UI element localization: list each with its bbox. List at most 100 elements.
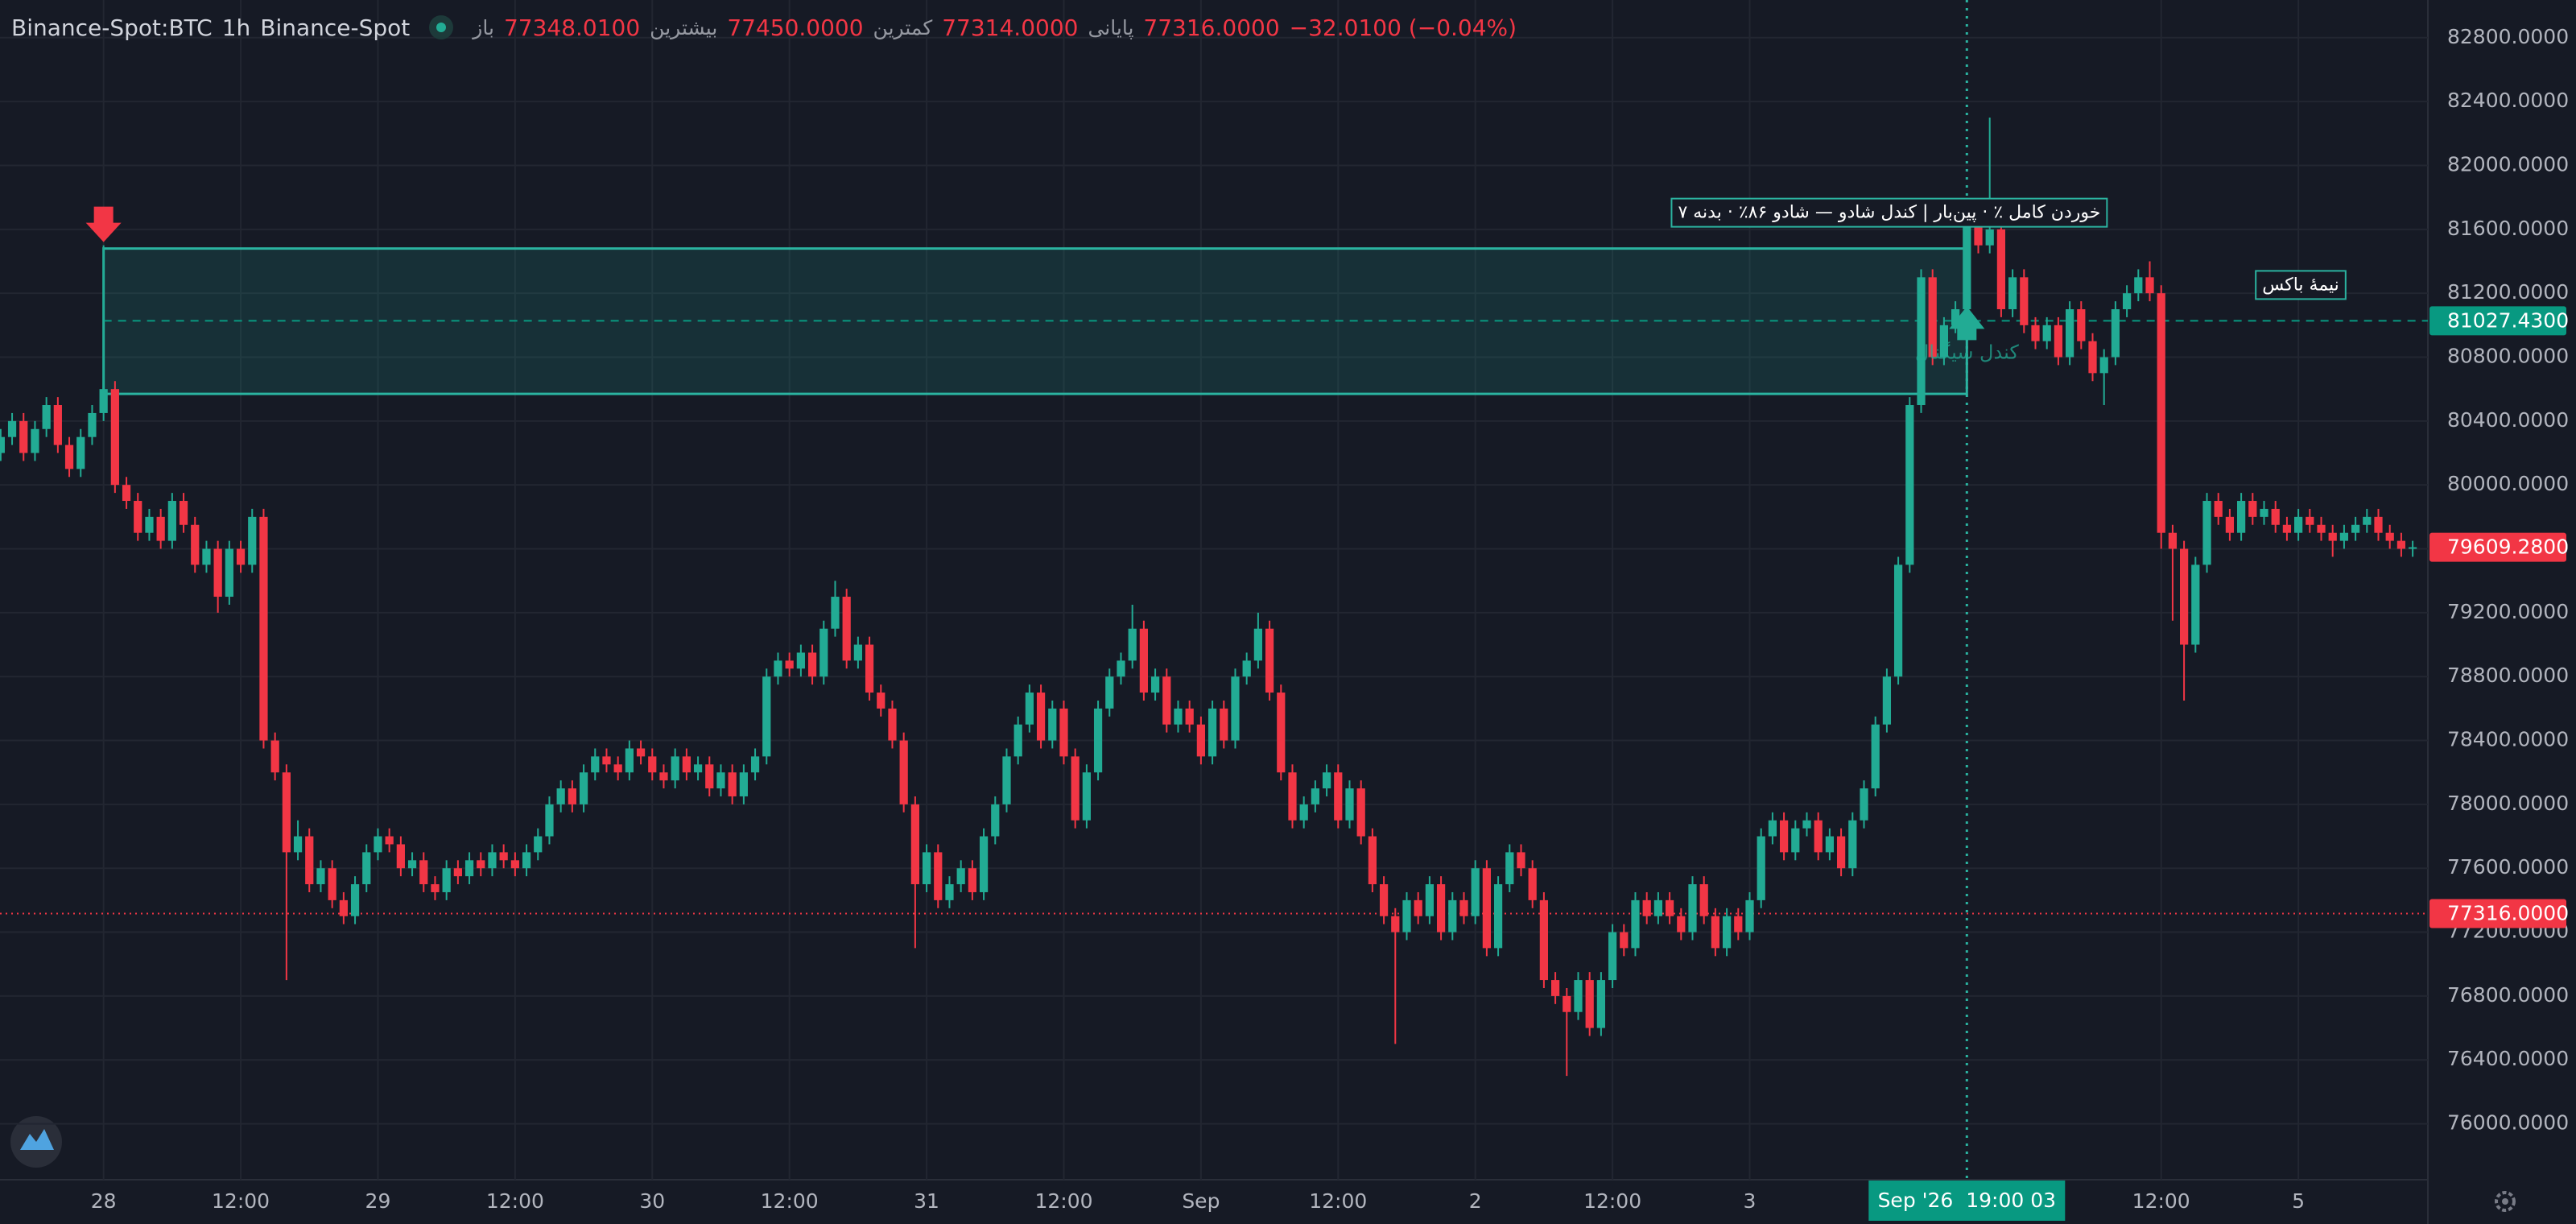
mid-label-text: نیمهٔ باکس xyxy=(2262,275,2339,295)
candle xyxy=(396,836,405,877)
candle-body xyxy=(202,548,211,565)
candle-body xyxy=(1299,804,1308,821)
candle-body xyxy=(2202,501,2211,565)
candle xyxy=(122,477,131,509)
candle-body xyxy=(270,740,279,773)
candle-body xyxy=(979,836,989,892)
candle xyxy=(1574,972,1583,1020)
candle-body xyxy=(2054,325,2063,358)
low-label: کمترین xyxy=(873,15,933,39)
candle xyxy=(968,860,976,900)
candle-body xyxy=(910,804,919,885)
candle-body xyxy=(385,836,394,845)
candle-body xyxy=(316,868,325,885)
candle xyxy=(1345,780,1354,829)
candle xyxy=(1139,620,1148,701)
y-tick-label: 77600.0000 xyxy=(2447,855,2569,879)
candle xyxy=(134,493,142,541)
candle xyxy=(1665,891,1674,924)
candle xyxy=(2191,556,2200,653)
candle-body xyxy=(1974,213,1983,246)
candle xyxy=(1585,972,1594,1036)
candle-body xyxy=(877,693,886,709)
candle xyxy=(1825,828,1835,861)
candle-body xyxy=(1059,708,1068,757)
candle-body xyxy=(534,836,543,853)
candle-body xyxy=(1871,724,1880,789)
x-tick-label: 29 xyxy=(365,1189,391,1213)
candle xyxy=(1322,764,1331,796)
candle xyxy=(2374,508,2383,541)
candle xyxy=(1711,908,1720,957)
candle xyxy=(1436,876,1446,941)
candle-body xyxy=(1939,325,1949,358)
candle-body xyxy=(1711,916,1720,949)
close-label: پایانی xyxy=(1088,15,1134,39)
candle-body xyxy=(259,516,268,741)
x-tick-label: 5 xyxy=(2292,1189,2305,1213)
candle-body xyxy=(88,412,97,437)
x-tick-label: 2 xyxy=(1469,1189,1482,1213)
x-tick-label: 12:00 xyxy=(1309,1189,1367,1213)
candle-body xyxy=(362,852,371,885)
y-tick-label: 81600.0000 xyxy=(2447,217,2569,240)
candle xyxy=(1882,668,1892,733)
candle-body xyxy=(31,428,39,453)
candle xyxy=(99,245,108,421)
candle xyxy=(1379,876,1389,924)
candle xyxy=(774,652,782,685)
status-dot xyxy=(429,15,454,39)
candle-body xyxy=(1128,628,1137,661)
interval[interactable]: 1h xyxy=(221,14,251,41)
candle xyxy=(1608,924,1617,988)
candle-body xyxy=(2214,501,2223,517)
candle xyxy=(945,876,954,908)
candle xyxy=(1368,828,1377,892)
candle xyxy=(853,636,862,669)
settings-button[interactable] xyxy=(2495,1191,2516,1212)
candle xyxy=(1117,652,1125,685)
candle-body xyxy=(556,788,565,804)
candle xyxy=(1814,812,1823,861)
logo[interactable] xyxy=(10,1116,62,1168)
price-tag xyxy=(2429,306,2566,336)
gear-center[interactable] xyxy=(2502,1198,2508,1205)
candle-body xyxy=(888,708,897,741)
y-tick-label: 82800.0000 xyxy=(2447,25,2569,48)
candle-body xyxy=(2374,516,2383,533)
candle-body xyxy=(1757,836,1765,900)
overlay: 76000.000076400.000076800.000077200.0000… xyxy=(85,25,2569,1221)
symbol[interactable]: Binance-Spot:BTC xyxy=(11,14,213,41)
candle xyxy=(762,668,771,765)
candle-body xyxy=(1425,884,1435,916)
candle-body xyxy=(1574,980,1583,1012)
candle-body xyxy=(1345,788,1354,821)
candle-body xyxy=(1311,788,1319,804)
candle xyxy=(2351,516,2360,541)
candle xyxy=(1620,924,1629,957)
candle-body xyxy=(1951,309,1960,325)
candle xyxy=(1757,828,1765,908)
sell-arrow xyxy=(85,206,122,242)
price-tag xyxy=(2429,899,2566,928)
candle-body xyxy=(568,788,576,804)
candle xyxy=(2122,285,2132,317)
candle-body xyxy=(1105,676,1114,709)
logo-mark[interactable] xyxy=(20,1129,54,1150)
candle-body xyxy=(510,860,519,869)
candle xyxy=(1860,780,1868,829)
candle-body xyxy=(1334,772,1343,821)
candle xyxy=(1082,764,1091,829)
candle xyxy=(488,844,497,877)
candle xyxy=(2157,285,2165,549)
y-tick-label: 80000.0000 xyxy=(2447,472,2569,495)
candle xyxy=(1071,748,1080,829)
candle xyxy=(2236,493,2246,541)
candle xyxy=(1836,828,1846,877)
candle xyxy=(750,748,760,781)
candle-body xyxy=(2179,548,2189,645)
candle-body xyxy=(728,772,737,796)
candle xyxy=(419,852,428,892)
gear[interactable] xyxy=(2495,1191,2516,1212)
candle-body xyxy=(2077,309,2086,341)
